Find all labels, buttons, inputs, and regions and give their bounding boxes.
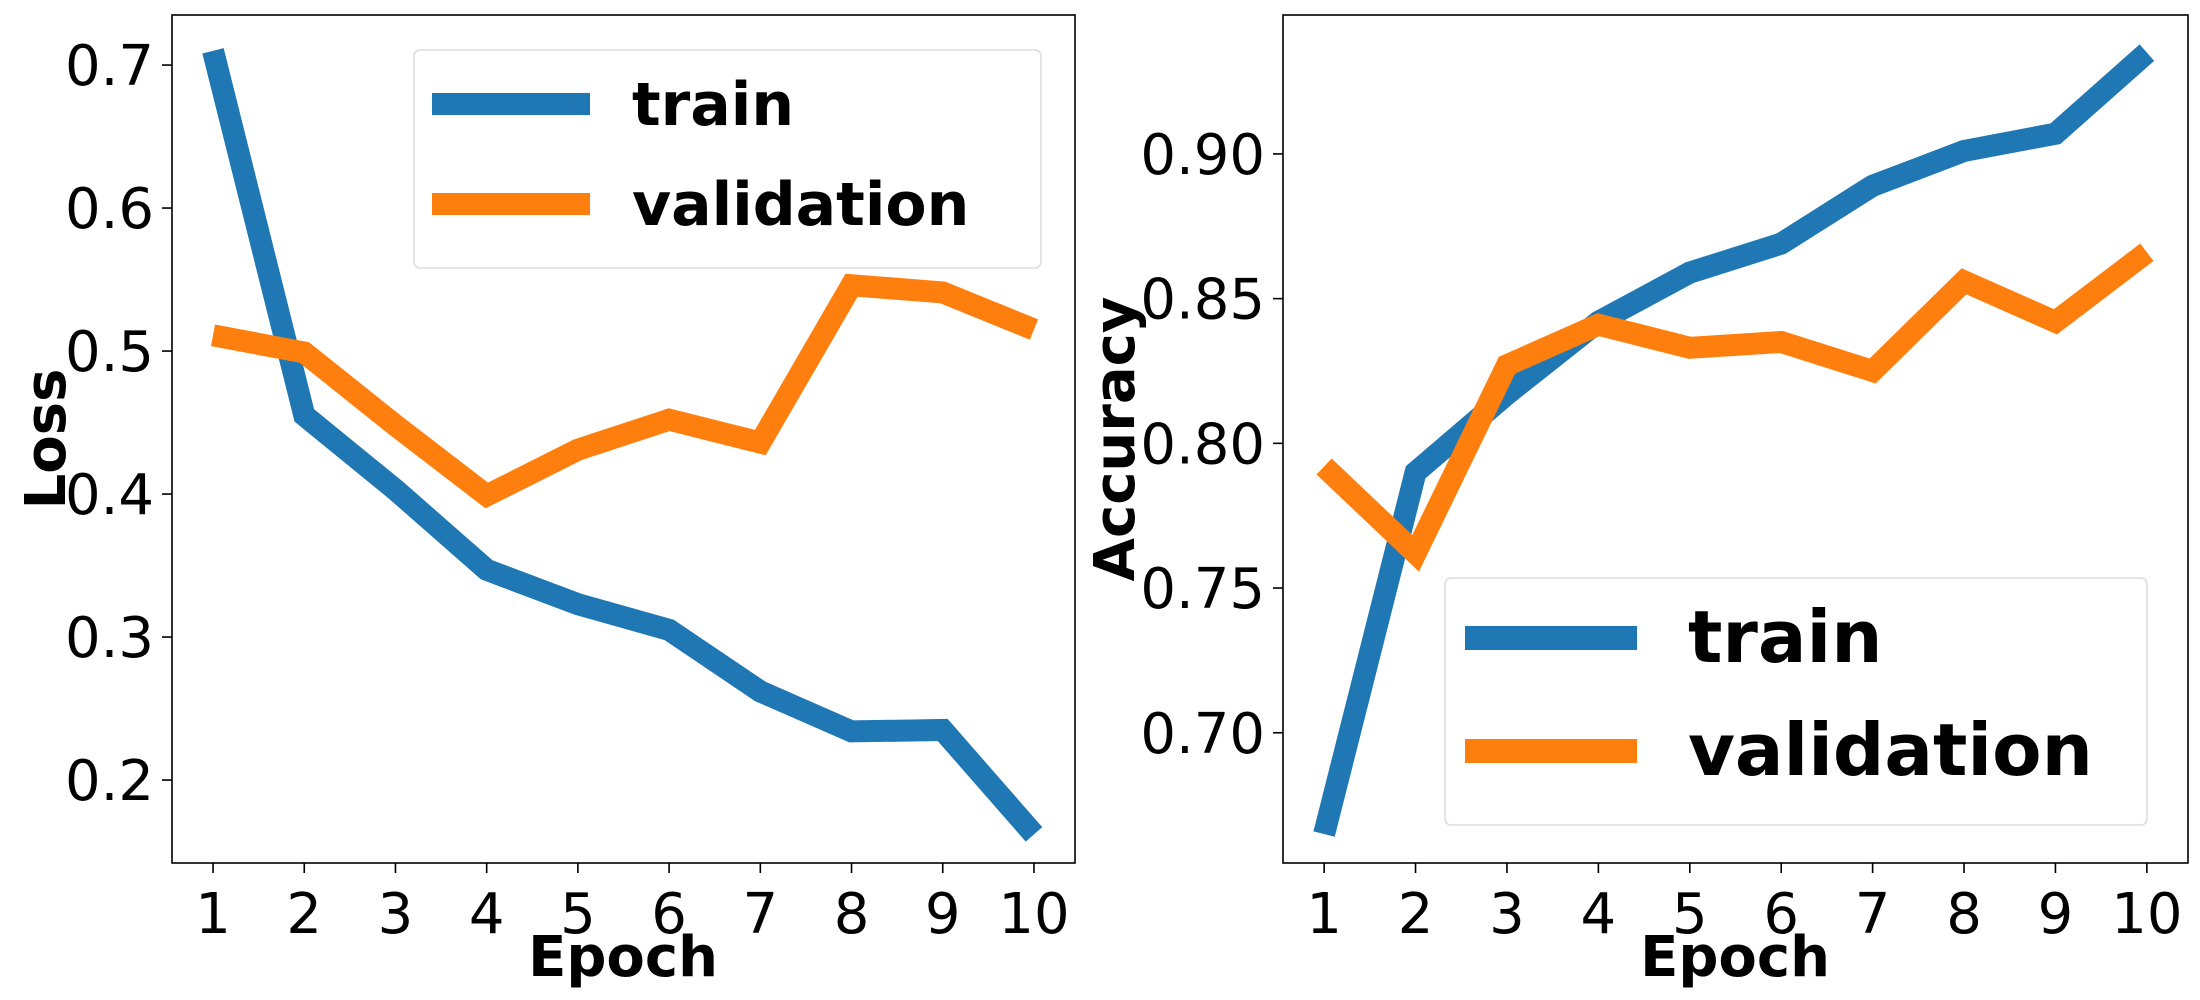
accuracy-x-tick-label: 9 (2038, 882, 2074, 947)
accuracy-x-tick-label: 3 (1489, 882, 1525, 947)
accuracy-plot-lines (1313, 44, 2155, 837)
loss-legend-label-validation: validation (632, 170, 969, 240)
loss-line-validation (210, 273, 1039, 509)
accuracy-y-tick-label: 0.85 (1140, 268, 1265, 333)
loss-x-tick-label: 3 (378, 882, 414, 947)
accuracy-x-ticks: 1 2 3 4 5 6 7 8 9 10 (1306, 863, 2182, 947)
loss-y-tick-label: 0.7 (65, 34, 154, 99)
loss-plot-frame (171, 14, 1076, 864)
accuracy-legend-label-validation: validation (1688, 708, 2093, 792)
loss-x-tick-label: 5 (560, 882, 596, 947)
loss-y-axis-label: Loss (14, 369, 79, 510)
loss-y-tick-label: 0.6 (65, 177, 154, 242)
loss-y-tick-label: 0.5 (65, 320, 154, 385)
accuracy-line-validation (1316, 243, 2154, 572)
accuracy-plot-frame (1282, 14, 2189, 864)
accuracy-y-tick-label: 0.75 (1140, 557, 1265, 622)
accuracy-y-ticks: 0.70 0.75 0.80 0.85 0.90 (1140, 123, 1283, 767)
accuracy-x-tick-label: 10 (2111, 882, 2182, 947)
loss-y-ticks: 0.2 0.3 0.4 0.5 0.6 0.7 (65, 34, 172, 814)
loss-legend-label-train: train (632, 70, 794, 140)
accuracy-x-tick-label: 8 (1946, 882, 1982, 947)
accuracy-x-tick-label: 5 (1672, 882, 1708, 947)
loss-x-tick-label: 10 (998, 882, 1069, 947)
loss-y-tick-label: 0.2 (65, 749, 154, 814)
loss-x-tick-label: 8 (834, 882, 870, 947)
loss-x-tick-label: 7 (742, 882, 778, 947)
accuracy-x-tick-label: 6 (1763, 882, 1799, 947)
loss-chart: 0.2 0.3 0.4 0.5 0.6 0.7 1 2 3 4 5 6 7 8 9 10 Loss Epoc… (14, 14, 1076, 990)
accuracy-x-tick-label: 7 (1855, 882, 1891, 947)
loss-x-tick-label: 6 (651, 882, 687, 947)
loss-x-tick-label: 9 (925, 882, 961, 947)
accuracy-x-tick-label: 2 (1398, 882, 1434, 947)
accuracy-x-axis-label: Epoch (1640, 925, 1830, 990)
loss-x-axis-label: Epoch (528, 925, 718, 990)
loss-y-tick-label: 0.4 (65, 463, 154, 528)
accuracy-y-tick-label: 0.80 (1140, 412, 1265, 477)
loss-line-train (202, 48, 1043, 842)
loss-plot-lines (202, 48, 1043, 842)
accuracy-legend-label-train: train (1688, 595, 1882, 679)
loss-x-tick-label: 4 (469, 882, 505, 947)
loss-x-ticks: 1 2 3 4 5 6 7 8 9 10 (195, 863, 1070, 947)
accuracy-line-train (1313, 44, 2155, 837)
accuracy-x-tick-label: 1 (1306, 882, 1342, 947)
loss-x-tick-label: 2 (286, 882, 322, 947)
loss-x-tick-label: 1 (195, 882, 231, 947)
accuracy-y-axis-label: Accuracy (1083, 297, 1148, 582)
accuracy-chart: 0.70 0.75 0.80 0.85 0.90 1 2 3 4 5 6 7 8 9 10 Accurac… (1083, 14, 2189, 990)
accuracy-x-tick-label: 4 (1581, 882, 1617, 947)
loss-legend: train validation (413, 49, 1042, 269)
accuracy-y-tick-label: 0.90 (1140, 123, 1265, 188)
accuracy-legend: train validation (1444, 577, 2148, 826)
accuracy-y-tick-label: 0.70 (1140, 702, 1265, 767)
loss-y-tick-label: 0.3 (65, 606, 154, 671)
